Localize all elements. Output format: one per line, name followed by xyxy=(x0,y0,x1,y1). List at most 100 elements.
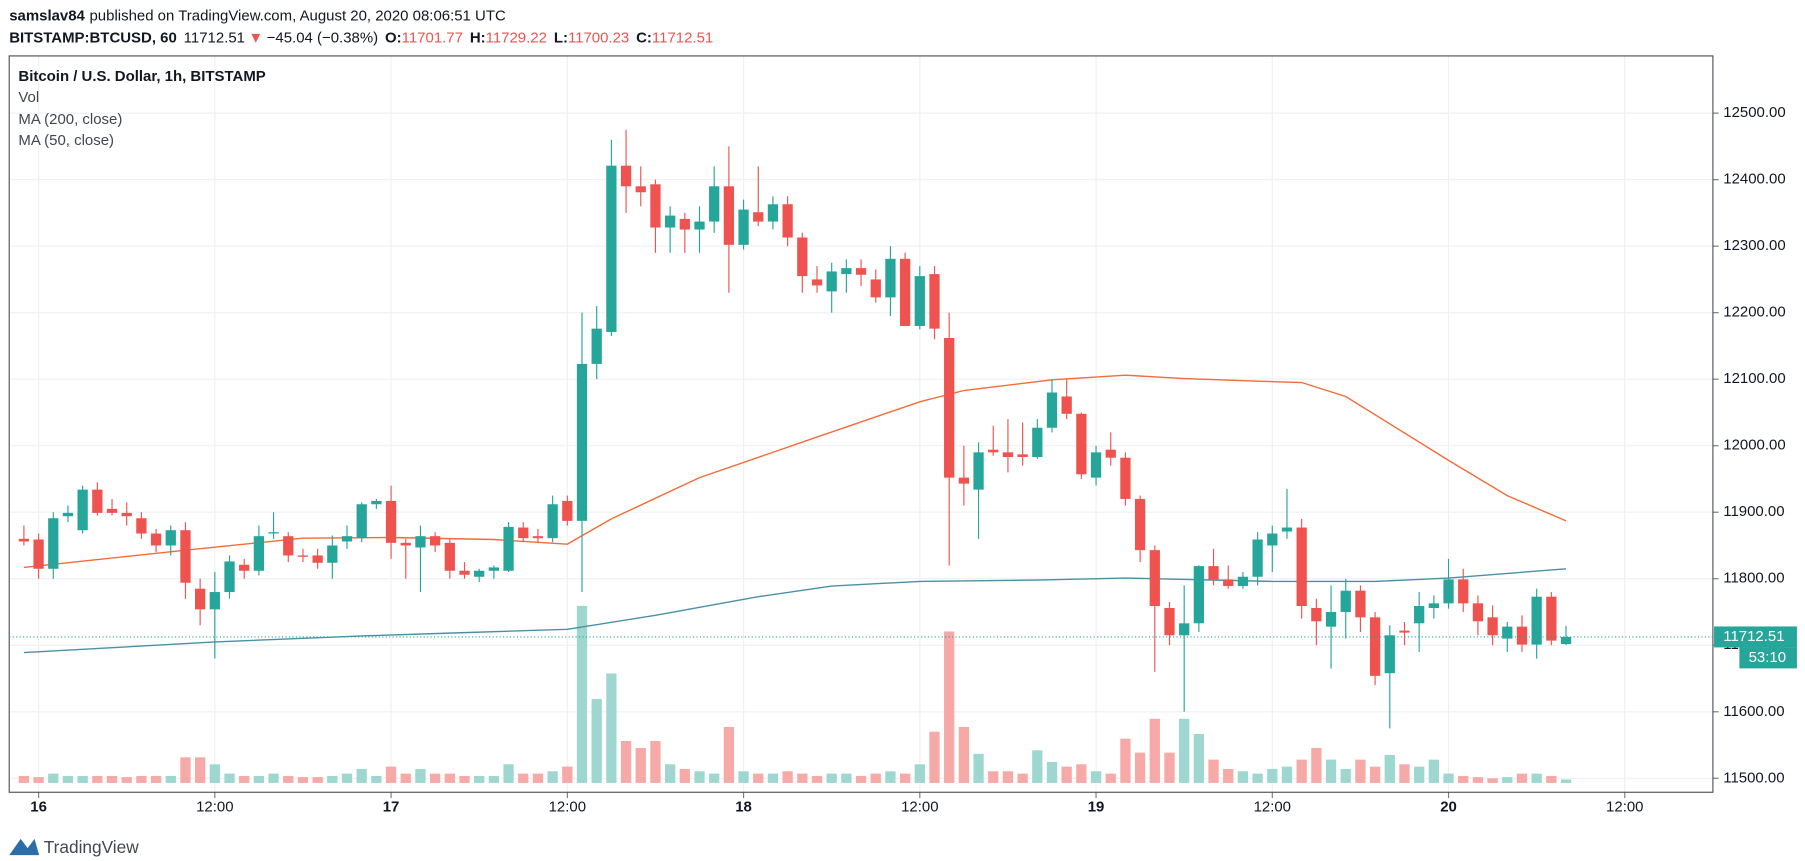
y-tick-label: 11800.00 xyxy=(1723,570,1784,587)
volume-bar xyxy=(1281,766,1293,783)
candle-body xyxy=(1281,527,1293,532)
candle-body xyxy=(1340,590,1351,613)
candle-body xyxy=(18,538,30,542)
volume-bar xyxy=(1002,771,1014,783)
candle-body xyxy=(650,184,661,228)
candle-body xyxy=(1179,623,1190,636)
volume-bar xyxy=(48,773,59,783)
volume-bar xyxy=(532,773,544,783)
c-value: 11712.51 xyxy=(652,29,713,46)
candle-body xyxy=(841,268,852,275)
candle-body xyxy=(591,328,602,364)
y-tick-label: 11600.00 xyxy=(1723,703,1784,720)
candle-body xyxy=(209,592,220,610)
y-tick-label: 12200.00 xyxy=(1723,304,1785,321)
legend-ma: MA (200, close) xyxy=(18,111,122,128)
volume-bar xyxy=(929,731,940,783)
volume-bar xyxy=(1267,768,1278,783)
volume-bar xyxy=(576,605,588,783)
candle-body xyxy=(767,204,779,222)
volume-bar xyxy=(1531,773,1542,783)
candle-body xyxy=(1002,452,1014,458)
volume-bar xyxy=(150,775,162,783)
volume-bar xyxy=(1325,759,1337,783)
volume-bar xyxy=(77,775,88,783)
volume-bar xyxy=(1546,775,1557,783)
candle-body xyxy=(297,555,309,557)
axes: 11500.0011600.0011700.0011800.0011900.00… xyxy=(8,55,1797,815)
candle-body xyxy=(576,363,588,521)
volume-bar xyxy=(121,777,132,783)
candles xyxy=(18,129,1572,729)
volume-bar xyxy=(1237,771,1249,783)
candle-body xyxy=(136,518,147,534)
volume-bar xyxy=(1193,734,1205,783)
volume-bar xyxy=(459,775,470,783)
candle-body xyxy=(1134,498,1146,551)
candle-body xyxy=(1164,608,1175,636)
volume-bar xyxy=(1208,759,1219,783)
volume-bar xyxy=(1046,761,1058,783)
candle-body xyxy=(914,276,925,326)
candle-body xyxy=(150,533,162,546)
candle-body xyxy=(929,274,940,329)
volume-bar xyxy=(474,775,485,783)
candle-body xyxy=(1149,550,1160,607)
candle-body xyxy=(797,237,808,277)
candle-body xyxy=(855,268,867,275)
candle-body xyxy=(826,271,837,292)
candle-body xyxy=(1208,566,1219,580)
candle-body xyxy=(488,567,500,571)
brand-name: TradingView xyxy=(44,837,139,857)
volume-bar xyxy=(92,775,103,783)
volume-bar xyxy=(547,771,558,783)
volume-bar xyxy=(797,773,808,783)
volume-bar xyxy=(1223,768,1234,783)
volume-bar xyxy=(400,773,411,783)
volume-bar xyxy=(620,740,632,783)
volume-bar xyxy=(1516,773,1528,783)
o-label: O: xyxy=(385,29,402,46)
volume-bar xyxy=(224,773,235,783)
volume-bar xyxy=(1472,777,1484,783)
candle-body xyxy=(165,530,176,546)
volume-bar xyxy=(385,766,397,783)
x-tick-label: 19 xyxy=(1088,798,1105,815)
candle-body xyxy=(341,536,353,542)
volume-bar xyxy=(694,771,705,783)
x-tick-label: 12:00 xyxy=(196,798,233,815)
volume-bar xyxy=(1179,718,1190,783)
candle-body xyxy=(1311,608,1322,622)
brand-logo xyxy=(9,838,40,856)
volume-bar xyxy=(268,773,279,783)
volume-bar xyxy=(826,773,837,783)
volume-bar xyxy=(914,764,925,783)
volume-bar xyxy=(870,773,881,783)
candle-body xyxy=(1384,635,1395,674)
arrow: ▼ xyxy=(248,29,263,46)
candle-body xyxy=(811,279,823,286)
volume-bar xyxy=(635,747,646,783)
candle-body xyxy=(1252,539,1263,577)
volume-bar xyxy=(1502,777,1513,783)
l-value: 11700.23 xyxy=(568,29,629,46)
volume-bar xyxy=(1164,752,1175,783)
volume-bar xyxy=(1443,773,1454,783)
volume-bar xyxy=(1134,752,1146,783)
candle-body xyxy=(518,527,529,539)
candle-body xyxy=(444,542,455,571)
volume-bar xyxy=(1252,773,1263,783)
candle-body xyxy=(753,212,764,222)
volume-bar xyxy=(1399,764,1410,783)
candle-body xyxy=(1237,576,1249,587)
legend-ma: MA (50, close) xyxy=(18,132,114,149)
volume-bar xyxy=(1458,775,1469,783)
candle-body xyxy=(709,186,720,222)
volume-bar xyxy=(1149,718,1160,783)
candle-body xyxy=(327,545,338,563)
candle-body xyxy=(723,186,735,245)
volume-bar xyxy=(429,773,441,783)
candle-body xyxy=(1090,452,1102,478)
candle-body xyxy=(1267,533,1278,546)
author: samslav84 xyxy=(9,7,85,24)
